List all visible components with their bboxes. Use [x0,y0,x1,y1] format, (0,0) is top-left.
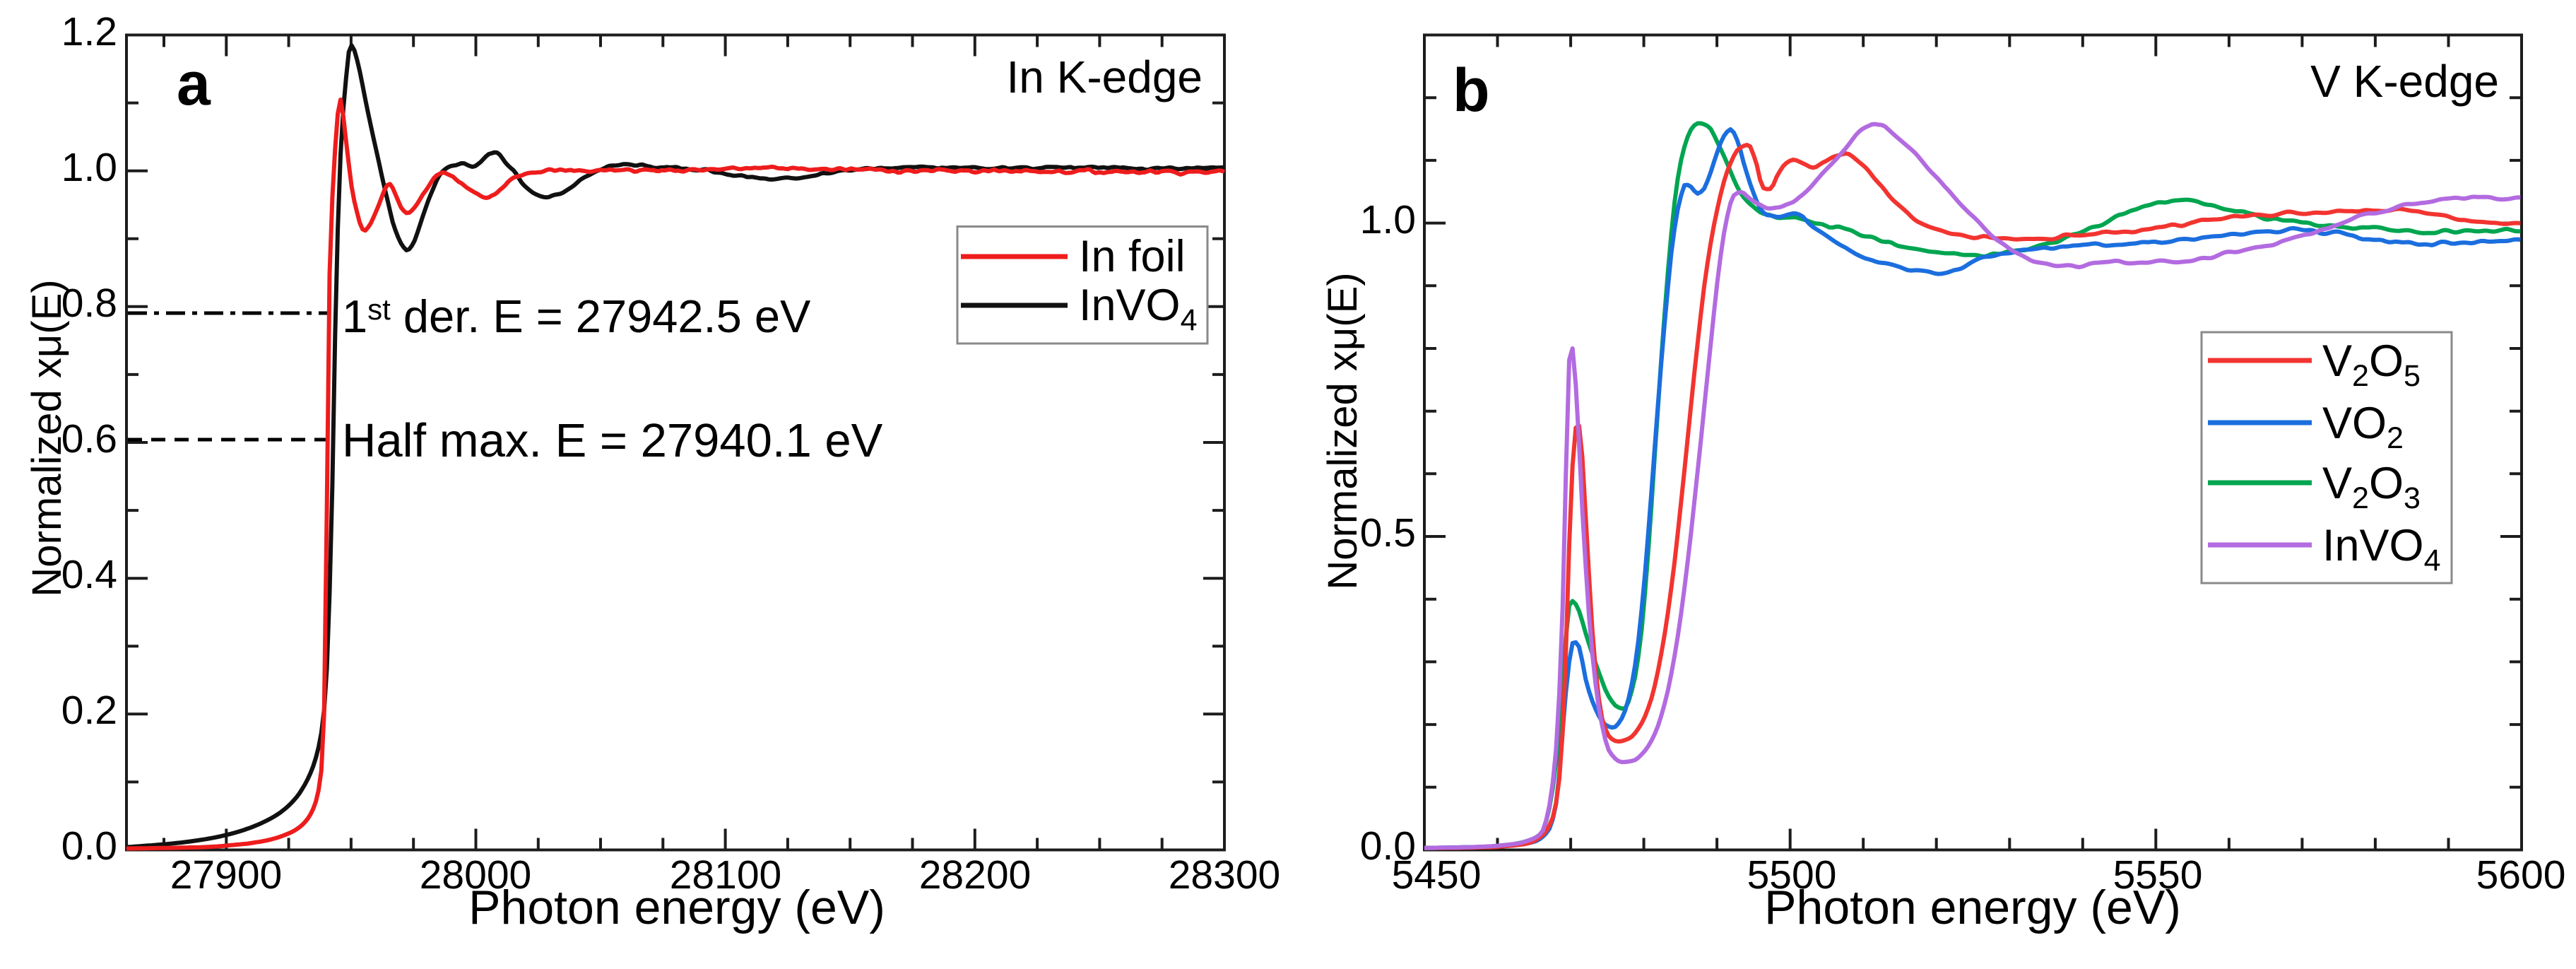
svg-text:Photon energy (eV): Photon energy (eV) [468,881,885,934]
svg-text:0.6: 0.6 [61,416,117,462]
svg-text:Normalized xμ(E): Normalized xμ(E) [1320,272,1366,589]
svg-text:1st der. E = 27942.5 eV: 1st der. E = 27942.5 eV [342,290,811,342]
svg-text:b: b [1453,57,1490,124]
svg-text:Normalized xμ(E): Normalized xμ(E) [24,279,70,597]
svg-text:1.2: 1.2 [61,9,117,54]
svg-text:28300: 28300 [1169,852,1281,898]
svg-text:InVO4: InVO4 [2322,521,2441,577]
svg-text:0.4: 0.4 [61,552,117,597]
svg-text:0.2: 0.2 [61,688,117,733]
svg-text:Half max. E = 27940.1 eV: Half max. E = 27940.1 eV [342,414,883,467]
svg-text:0.0: 0.0 [61,823,117,869]
svg-text:Photon energy (eV): Photon energy (eV) [1764,881,2181,934]
svg-text:a: a [177,50,211,118]
svg-text:1.0: 1.0 [1360,197,1416,242]
svg-text:28000: 28000 [420,852,532,898]
svg-text:0.0: 0.0 [1360,823,1416,869]
svg-text:5500: 5500 [1747,852,1837,898]
svg-text:5450: 5450 [1392,852,1482,898]
svg-text:In foil: In foil [1079,232,1186,281]
svg-text:InVO4: InVO4 [1079,281,1198,337]
svg-text:0.5: 0.5 [1360,510,1416,556]
svg-text:0.8: 0.8 [61,281,117,326]
svg-text:27900: 27900 [170,852,283,898]
svg-text:28200: 28200 [919,852,1032,898]
svg-text:In K-edge: In K-edge [1006,52,1203,102]
svg-text:1.0: 1.0 [61,145,117,190]
svg-text:5550: 5550 [2113,852,2203,898]
svg-text:28100: 28100 [670,852,782,898]
svg-text:5600: 5600 [2476,852,2566,898]
svg-text:V K-edge: V K-edge [2310,56,2499,107]
